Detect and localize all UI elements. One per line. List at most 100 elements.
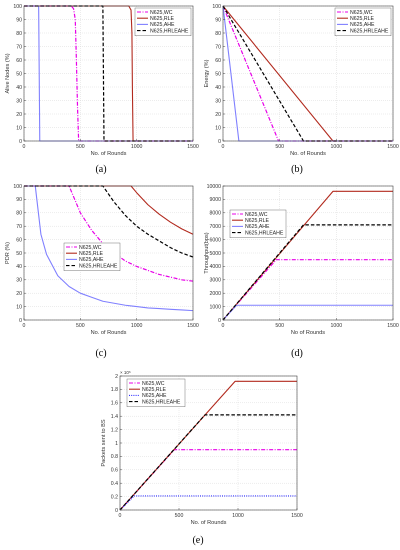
y-tick-label: 0.2 [111,494,118,500]
y-tick-label: 20 [16,112,22,118]
legend-label: N625,HRLEAHE [79,263,118,269]
y-tick-label: 8000 [209,211,221,217]
panel-label: (a) [95,164,106,175]
y-tick-label: 70 [16,44,22,50]
y-tick-label: 0.8 [111,454,118,460]
x-tick-label: 1000 [331,144,343,150]
legend-label: N625,HRLEAHE [350,28,389,34]
y-tick-label: 0.4 [111,481,118,487]
y-tick-label: 0 [218,318,221,324]
x-tick-label: 500 [275,323,284,329]
series-line [119,414,297,511]
series-line [24,185,194,312]
x-tick-label: 1000 [131,144,143,150]
y-tick-label: 80 [215,31,221,37]
x-tick-label: 1500 [387,144,399,150]
x-tick-label: 1500 [387,323,399,329]
panel-label: (d) [291,348,303,359]
legend-label: N625,WC [350,10,373,16]
legend-box [126,378,186,407]
y-axis-label: Packets sent to BS [101,419,107,467]
y-exponent-label: × 10⁶ [120,370,131,375]
y-tick-label: 50 [16,71,22,77]
legend-label: N625,RLE [79,251,103,257]
panel-label: (c) [95,348,106,359]
y-tick-label: 6000 [209,237,221,243]
legend-box [229,209,287,238]
legend-box [134,7,192,36]
x-tick-label: 0 [222,323,225,329]
y-axis-label: Alive Nodes (%) [5,53,11,93]
x-axis-label: No of Rounds [291,330,325,336]
y-tick-label: 2 [115,374,118,380]
legend-label: N625,WC [150,10,173,16]
y-tick-label: 3000 [209,278,221,284]
y-tick-label: 1 [115,441,118,447]
legend-label: N625,RLE [150,16,174,22]
y-tick-label: 40 [215,85,221,91]
y-tick-label: 0.6 [111,468,118,474]
y-tick-label: 80 [16,31,22,37]
y-tick-label: 1000 [209,304,221,310]
series-line [222,304,393,321]
legend-label: N625,AHE [350,22,375,28]
y-tick-label: 5000 [209,251,221,257]
x-tick-label: 0 [23,144,26,150]
y-tick-label: 10 [16,125,22,131]
chart-panel: 0 500 1000 1500 0 10 20 30 40 50 60 70 80 90 100 No. of… [204,4,399,175]
y-tick-label: 9000 [209,197,221,203]
x-axis-label: No. of Rounds [290,151,326,157]
y-tick-label: 50 [215,71,221,77]
legend-label: N625,AHE [79,257,104,263]
panel-label: (e) [192,535,203,546]
chart-panel: 0 500 1000 1500 0 10 20 30 40 50 60 70 80 90 100 No. of… [5,184,199,359]
y-axis-label: PDR (%) [5,242,11,264]
y-tick-label: 1.6 [111,401,118,407]
y-tick-label: 100 [212,4,221,10]
y-tick-label: 40 [16,85,22,91]
y-tick-label: 0 [218,139,221,145]
y-tick-label: 30 [16,278,22,284]
x-tick-label: 1500 [187,144,199,150]
legend-label: N625,HRLEAHE [245,230,284,236]
series-line [24,185,194,258]
x-tick-label: 500 [275,144,284,150]
y-tick-label: 20 [215,112,221,118]
legend-label: N625,RLE [350,16,374,22]
y-tick-label: 80 [16,211,22,217]
legend-label: N625,WC [142,381,165,387]
y-tick-label: 100 [13,184,22,190]
y-tick-label: 20 [16,291,22,297]
x-tick-label: 0 [119,513,122,519]
legend-label: N625,RLE [245,218,269,224]
legend-box [334,7,392,36]
y-tick-label: 1.4 [111,414,118,420]
legend-box [63,242,121,271]
y-tick-label: 100 [13,4,22,10]
y-tick-label: 90 [215,17,221,23]
x-axis-label: No. of Rounds [91,151,127,157]
legend-label: N625,WC [245,212,268,218]
y-tick-label: 0 [19,318,22,324]
x-tick-label: 1000 [331,323,343,329]
y-tick-label: 70 [16,224,22,230]
legend-label: N625,AHE [245,224,270,230]
series-line [24,185,194,235]
legend-label: N625,HRLEAHE [142,399,181,405]
y-tick-label: 50 [16,251,22,257]
chart-panel: 0 500 1000 1500 0 0.2 0.4 0.6 0.8 1 1.2 1.4 1.6 1.8 2×… [101,370,303,546]
y-tick-label: 40 [16,264,22,270]
x-tick-label: 1000 [131,323,143,329]
panel-label: (b) [291,164,303,175]
series-line [24,185,194,282]
chart-panel: 0 500 1000 1500 0 10 20 30 40 50 60 70 80 90 100 No. of… [5,4,199,175]
series-line [222,224,393,321]
y-tick-label: 4000 [209,264,221,270]
y-tick-label: 60 [215,58,221,64]
legend-label: N625,AHE [142,393,167,399]
